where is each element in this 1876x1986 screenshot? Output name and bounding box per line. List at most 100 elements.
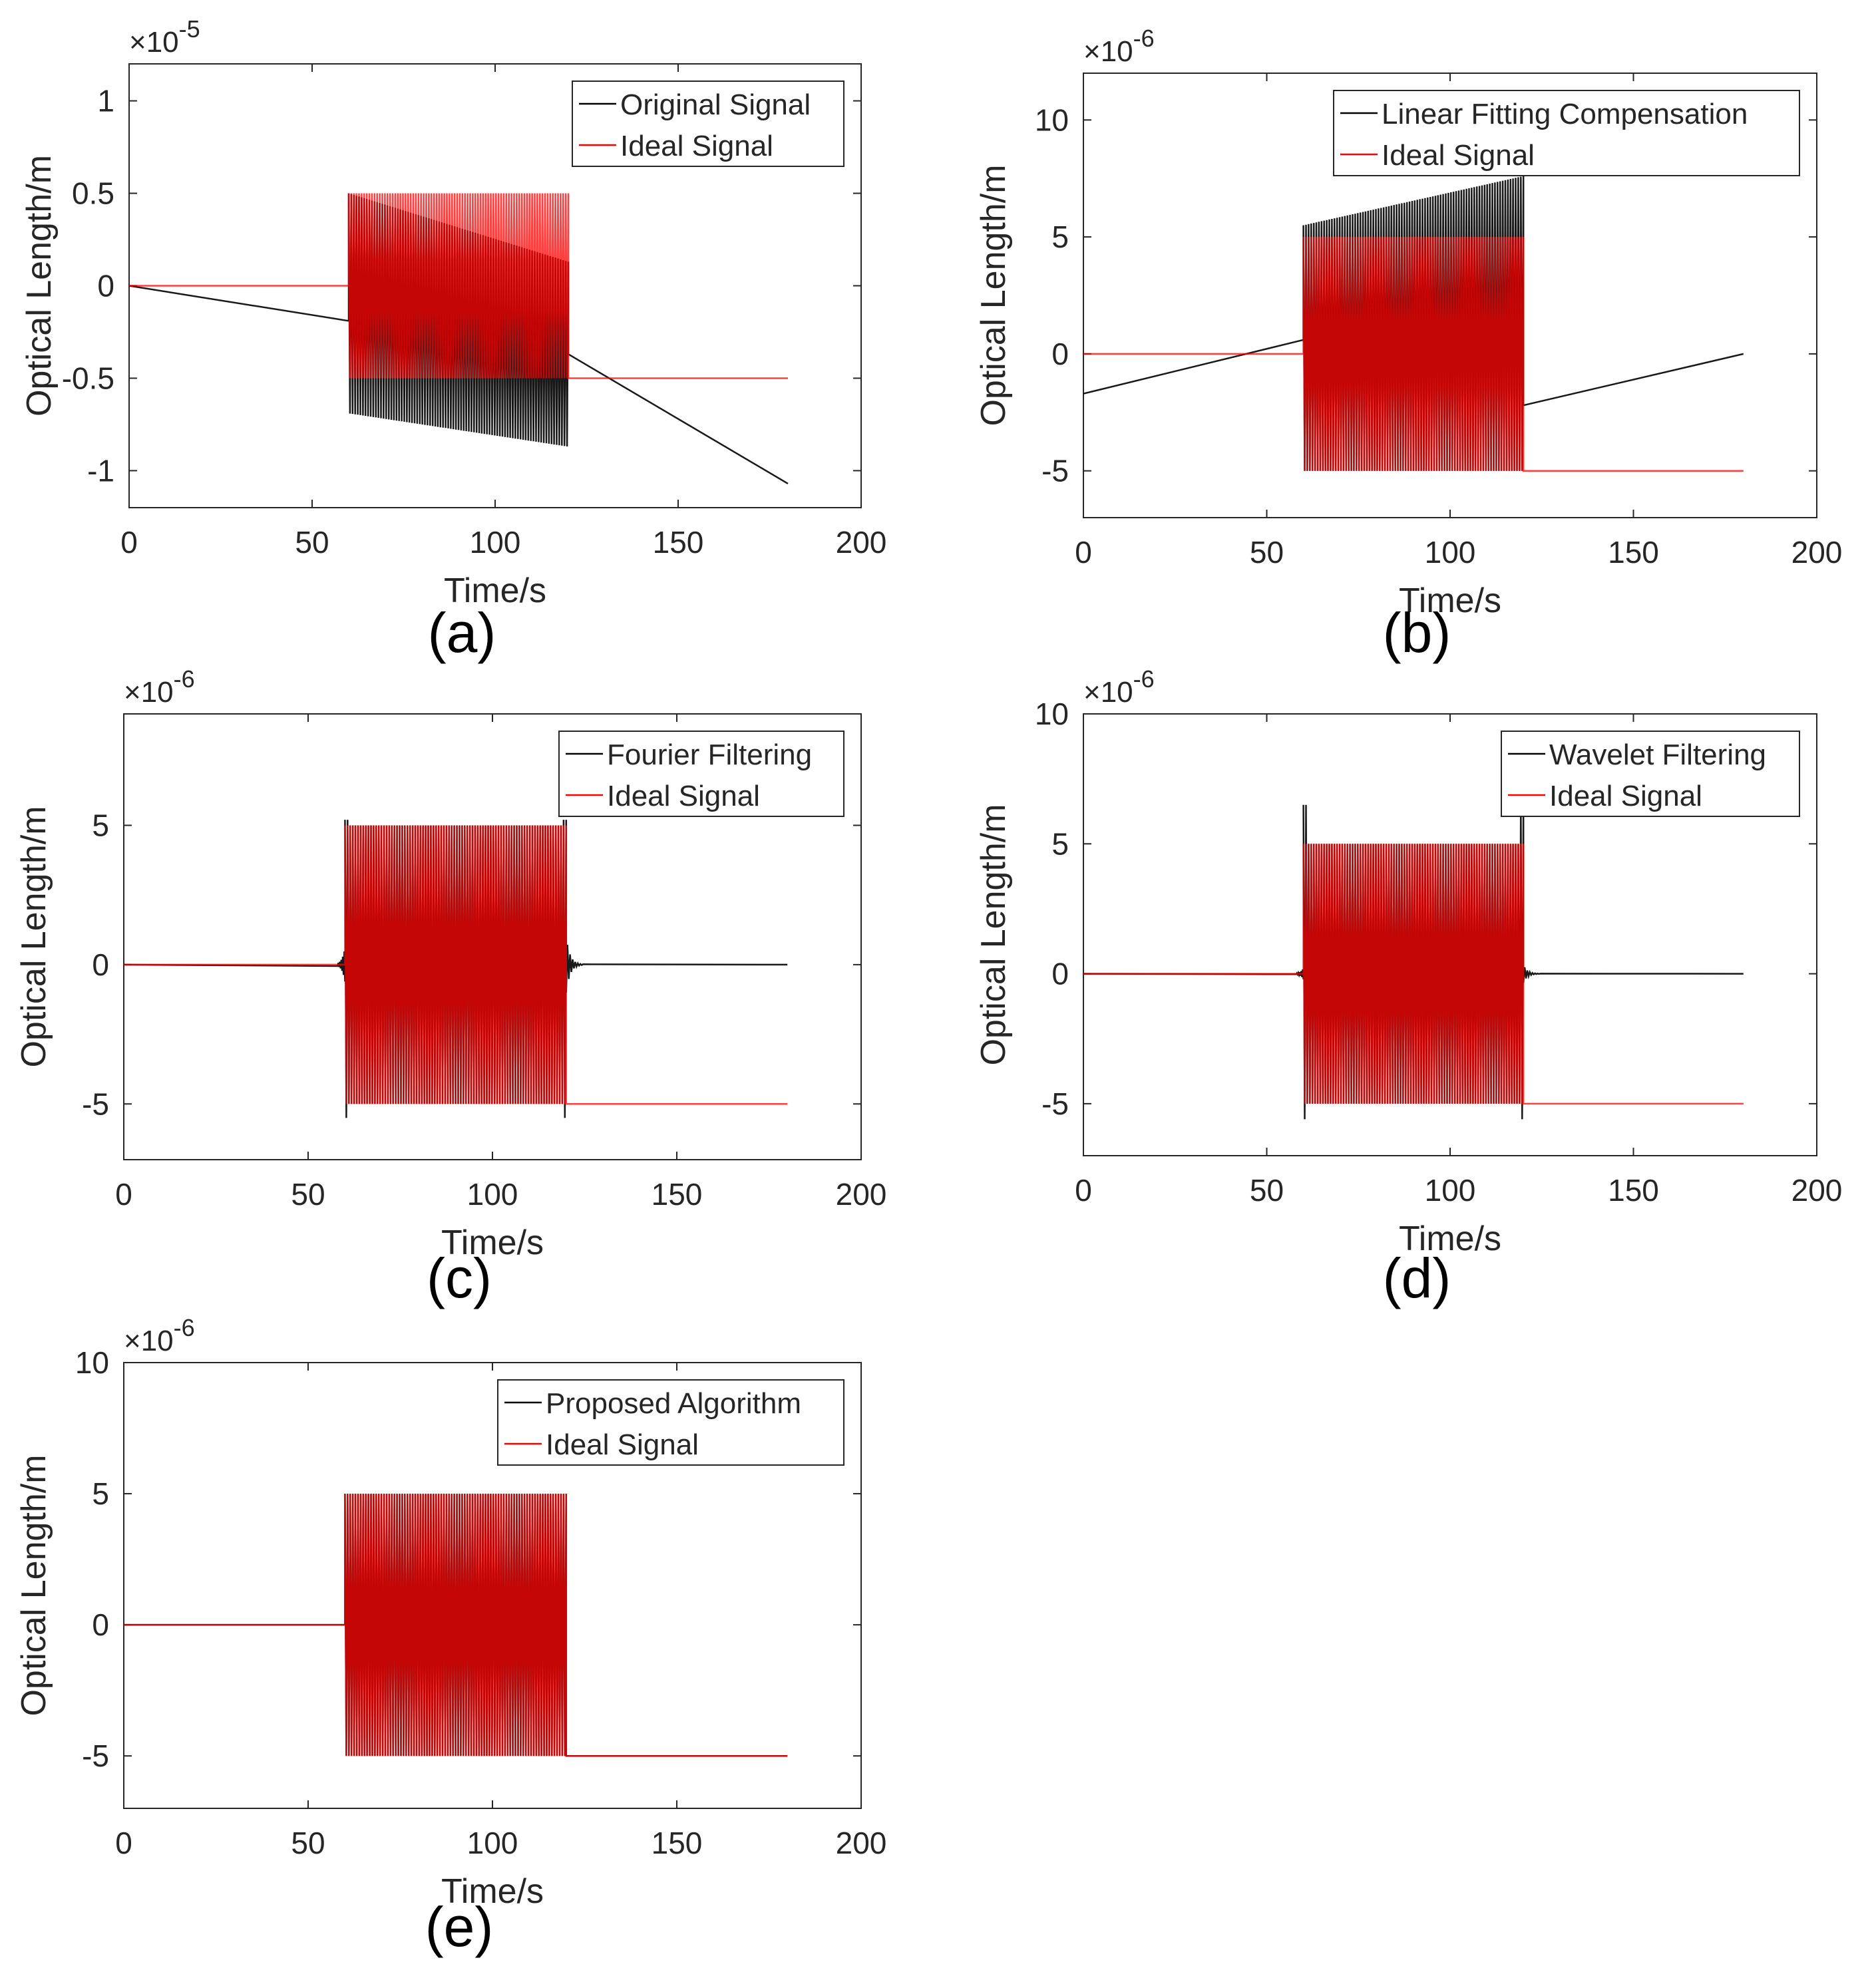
y-tick-label: 0	[97, 269, 114, 303]
panel-label: (d)	[1383, 1247, 1451, 1309]
y-tick-label: 0.5	[72, 176, 114, 211]
legend-entry-0: Wavelet Filtering	[1549, 739, 1766, 771]
y-tick-label: 5	[92, 808, 109, 843]
series-line-1	[124, 825, 788, 1105]
y-tick-label: 0	[1051, 337, 1069, 371]
legend-entry-1: Ideal Signal	[1382, 139, 1535, 172]
y-tick-label: 0	[92, 947, 109, 982]
x-tick-label: 100	[470, 525, 521, 560]
x-tick-label: 200	[836, 1177, 887, 1212]
y-exponent-label: ×10-6	[1083, 665, 1155, 709]
x-tick-label: 0	[115, 1177, 132, 1212]
y-exponent-power: -5	[179, 15, 200, 43]
legend-entry-0: Proposed Algorithm	[546, 1387, 801, 1420]
y-exponent-base: ×10	[1083, 35, 1133, 68]
y-exponent-power: -6	[1133, 665, 1155, 693]
series-group	[1083, 804, 1744, 1120]
y-exponent-base: ×10	[1083, 676, 1133, 709]
legend: Wavelet Filtering Ideal Signal	[1501, 731, 1800, 817]
y-axis-label: Optical Length/m	[15, 1454, 53, 1716]
panel-label: (e)	[425, 1896, 494, 1958]
y-tick-label: 0	[1051, 957, 1069, 991]
x-axis-label: Time/s	[1399, 1220, 1501, 1258]
y-exponent-label: ×10-5	[129, 15, 200, 59]
legend: Fourier Filtering Ideal Signal	[558, 731, 844, 817]
legend: Proposed Algorithm Ideal Signal	[497, 1379, 844, 1466]
panel-label: (b)	[1383, 601, 1451, 664]
x-tick-label: 50	[1250, 1173, 1284, 1208]
chart-panel-d: 0 50 100 150 200 -5 0 5 10 ×10-6 Time/s Optical Len…	[974, 665, 1842, 1309]
legend-box	[1333, 90, 1800, 176]
y-tick-label: -5	[82, 1738, 109, 1773]
x-tick-label: 0	[1075, 535, 1092, 570]
series-group	[124, 1494, 788, 1757]
series-line-1	[1083, 844, 1744, 1105]
x-tick-label: 50	[295, 525, 329, 560]
x-tick-label: 100	[1425, 535, 1476, 570]
x-tick-label: 150	[652, 1177, 703, 1212]
series-group	[129, 193, 789, 484]
x-tick-label: 200	[1791, 535, 1843, 570]
y-exponent-base: ×10	[129, 26, 179, 59]
y-exponent-base: ×10	[124, 676, 174, 709]
legend: Linear Fitting Compensation Ideal Signal	[1333, 90, 1800, 176]
legend-box	[497, 1379, 844, 1466]
y-tick-label: 10	[75, 1345, 109, 1380]
legend-entry-1: Ideal Signal	[1549, 780, 1702, 812]
y-tick-label: 0	[92, 1607, 109, 1642]
x-tick-label: 0	[115, 1826, 132, 1860]
x-tick-label: 100	[467, 1826, 518, 1860]
y-tick-label: 5	[92, 1476, 109, 1511]
legend-box	[572, 81, 844, 167]
y-exponent-base: ×10	[124, 1325, 174, 1357]
x-axis-label: Time/s	[441, 1872, 544, 1911]
x-tick-label: 150	[1608, 535, 1659, 570]
series-line-0	[129, 193, 789, 484]
y-exponent-label: ×10-6	[124, 1314, 195, 1357]
y-exponent-label: ×10-6	[1083, 25, 1155, 68]
series-group	[124, 820, 788, 1118]
y-tick-label: -5	[82, 1086, 109, 1121]
x-axis-label: Time/s	[1399, 581, 1501, 620]
legend-box	[1501, 731, 1800, 817]
y-tick-label: -1	[87, 453, 114, 488]
x-tick-label: 100	[467, 1177, 518, 1212]
legend-entry-0: Fourier Filtering	[607, 739, 812, 771]
y-exponent-power: -6	[174, 1314, 195, 1341]
y-tick-label: 1	[97, 84, 114, 118]
x-axis-label: Time/s	[441, 1224, 544, 1262]
y-tick-label: 10	[1035, 102, 1069, 137]
panel-label: (c)	[427, 1247, 492, 1309]
x-tick-label: 200	[1791, 1173, 1843, 1208]
series-line-1	[129, 193, 788, 379]
legend-entry-0: Linear Fitting Compensation	[1382, 98, 1748, 130]
y-exponent-power: -6	[174, 665, 195, 693]
x-tick-label: 50	[291, 1177, 325, 1212]
chart-panel-a: 0 50 100 150 200 -1 -0.5 0 0.5 1 ×10-5 Time/s Optica…	[20, 15, 886, 664]
legend-entry-0: Original Signal	[620, 88, 811, 121]
x-axis-label: Time/s	[444, 572, 546, 610]
y-tick-label: 5	[1051, 220, 1069, 254]
y-axis-label: Optical Length/m	[974, 164, 1013, 426]
x-tick-label: 200	[836, 1826, 887, 1860]
x-tick-label: 200	[836, 525, 887, 560]
y-exponent-power: -6	[1133, 25, 1155, 52]
y-tick-label: 5	[1051, 826, 1069, 861]
legend-entry-1: Ideal Signal	[620, 130, 773, 162]
series-line-1	[1083, 237, 1744, 472]
legend-box	[558, 731, 844, 817]
x-tick-label: 0	[120, 525, 138, 560]
series-group	[1083, 176, 1744, 472]
y-axis-label: Optical Length/m	[974, 804, 1013, 1065]
y-axis-label: Optical Length/m	[15, 806, 53, 1067]
y-axis-label: Optical Length/m	[20, 155, 59, 416]
chart-panel-c: 0 50 100 150 200 -5 0 5 ×10-6 Time/s Optical Lengt…	[15, 665, 886, 1309]
x-tick-label: 150	[1608, 1173, 1659, 1208]
x-tick-label: 50	[1250, 535, 1284, 570]
x-tick-label: 50	[291, 1826, 325, 1860]
chart-panel-e: 0 50 100 150 200 -5 0 5 10 ×10-6 Time/s Optical Len…	[15, 1314, 886, 1958]
x-tick-label: 100	[1425, 1173, 1476, 1208]
legend-entry-1: Ideal Signal	[607, 780, 760, 812]
legend-entry-1: Ideal Signal	[546, 1428, 699, 1461]
